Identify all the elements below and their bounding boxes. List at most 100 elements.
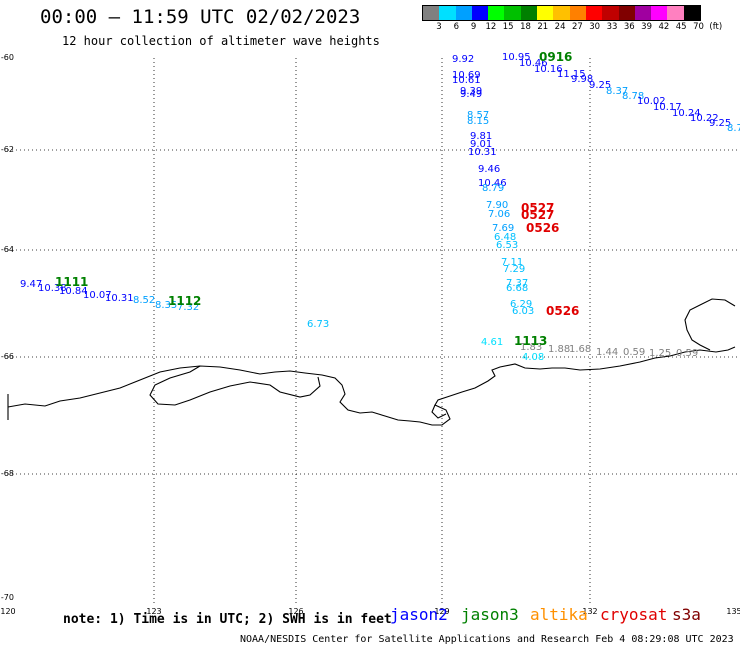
wave-height-label: 10.46	[519, 58, 548, 69]
legend-swatch	[439, 6, 456, 20]
wave-height-label: 8.7	[727, 123, 740, 134]
x-tick-label: 126	[288, 607, 303, 616]
wave-height-label: 10.61	[452, 75, 481, 86]
y-tick-label: -68	[1, 469, 14, 478]
wave-height-label: 9.81	[470, 131, 492, 142]
legend-swatch	[634, 6, 652, 20]
wave-height-label: 9.25	[709, 118, 731, 129]
y-tick-label: -66	[1, 352, 14, 361]
wave-height-label: 8.79	[482, 183, 504, 194]
legend-swatch	[651, 6, 668, 20]
satellite-jason2: jason2	[390, 605, 448, 624]
legend-swatch	[618, 6, 635, 20]
wave-height-label: 10.02	[637, 96, 666, 107]
wave-height-label: 8.15	[467, 116, 489, 127]
map-title: 00:00 – 11:59 UTC 02/02/2023	[40, 6, 361, 28]
x-axis-labels: 120 123 126 129 132 135	[0, 607, 740, 616]
wave-height-label: 6.03	[512, 306, 534, 317]
color-legend: 3 6 9 12 15 18 21 24 27 30 33 36 39 42 45 70 (ft)	[422, 5, 722, 33]
legend-swatch	[423, 6, 440, 20]
time-stamp-label: 1111	[55, 275, 88, 289]
legend-label: 70	[693, 22, 704, 32]
wave-height-label: 10.46	[478, 178, 507, 189]
wave-height-label: 6.53	[496, 240, 518, 251]
legend-label: 18	[520, 22, 531, 32]
legend-labels: 3 6 9 12 15 18 21 24 27 30 33 36 39 42 45 70 (ft)	[422, 21, 722, 33]
x-tick-label: 129	[434, 607, 449, 616]
wave-height-label: 0.59	[676, 348, 698, 359]
y-tick-label: -60	[1, 53, 14, 62]
wave-height-label: 1.44	[596, 347, 618, 358]
wave-height-label: 10.07	[83, 290, 112, 301]
satellite-altika: altika	[530, 605, 588, 624]
wave-height-label: 9.47	[20, 279, 42, 290]
legend-label: 9	[470, 22, 477, 32]
time-stamp-label: 1112	[168, 294, 201, 308]
wave-height-label: 8.37	[606, 86, 628, 97]
y-tick-label: -70	[1, 593, 14, 602]
wave-height-label: 6.29	[510, 299, 532, 310]
wave-height-label: 10.31	[468, 147, 497, 158]
wave-height-label: 10.38	[38, 283, 67, 294]
legend-swatch	[683, 6, 701, 20]
wave-height-label: 10.95	[502, 52, 531, 63]
x-tick-label: 135	[726, 607, 740, 616]
legend-swatch	[520, 6, 538, 20]
legend-label: 3	[436, 22, 442, 32]
legend-label: 42	[658, 22, 670, 32]
legend-label: (ft)	[709, 22, 723, 32]
legend-label: 36	[623, 22, 635, 32]
wave-height-label: 6.68	[506, 283, 528, 294]
wave-height-label: 7.29	[503, 264, 525, 275]
legend-swatch	[569, 6, 586, 20]
time-stamp-label: 0526	[546, 304, 579, 318]
wave-height-label: 1.68	[569, 344, 591, 355]
time-stamp-label: 0527	[521, 201, 554, 215]
time-stamp-label: 0526	[526, 221, 559, 235]
wave-height-label: 8.52	[133, 295, 155, 306]
legend-label: 12	[485, 22, 497, 32]
map-subtitle: 12 hour collection of altimeter wave hei…	[62, 34, 380, 48]
legend-label: 33	[606, 22, 618, 32]
legend-swatch	[471, 6, 489, 20]
time-stamp-label: 1113	[514, 334, 547, 348]
legend-swatches	[422, 5, 702, 21]
satellite-s3a: s3a	[672, 605, 701, 624]
y-tick-label: -64	[1, 245, 14, 254]
wave-height-label: 9.98	[571, 74, 593, 85]
legend-swatch	[537, 6, 554, 20]
wave-height-label: 7.32	[177, 302, 199, 313]
wave-height-label: 10.84	[59, 286, 88, 297]
wave-height-label: 8.57	[467, 110, 489, 121]
legend-label: 6	[453, 22, 460, 32]
wave-height-label: 9.92	[452, 54, 474, 65]
wave-height-label: 4.61	[481, 337, 503, 348]
wave-height-label: 10.24	[672, 108, 701, 119]
wave-height-label: 8.35	[155, 300, 177, 311]
time-stamp-label: 0527	[521, 208, 554, 222]
wave-height-label: 11.15	[557, 69, 586, 80]
wave-height-label: 1.83	[520, 342, 542, 353]
wave-height-label: 8.78	[622, 91, 644, 102]
legend-label: 15	[502, 22, 514, 32]
wave-height-label: 9.25	[589, 80, 611, 91]
legend-swatch	[585, 6, 603, 20]
wave-height-label: 9.46	[478, 164, 500, 175]
wave-height-label: 10.16	[534, 64, 563, 75]
wave-height-label: 7.11	[501, 257, 523, 268]
legend-label: 21	[537, 22, 549, 32]
wave-height-label: 7.69	[492, 223, 514, 234]
y-tick-label: -62	[1, 145, 14, 154]
wave-height-label: 7.06	[488, 209, 510, 220]
grid	[8, 58, 737, 603]
wave-height-label: 0.59	[623, 347, 645, 358]
legend-swatch	[602, 6, 619, 20]
wave-height-label: 4.08	[522, 352, 544, 363]
wave-height-label: 10.22	[690, 113, 719, 124]
time-stamp-label: 0916	[539, 50, 572, 64]
wave-height-label: 6.73	[307, 319, 329, 330]
coastline	[7, 298, 736, 426]
legend-swatch	[455, 6, 472, 20]
satellite-cryosat: cryosat	[600, 605, 668, 624]
